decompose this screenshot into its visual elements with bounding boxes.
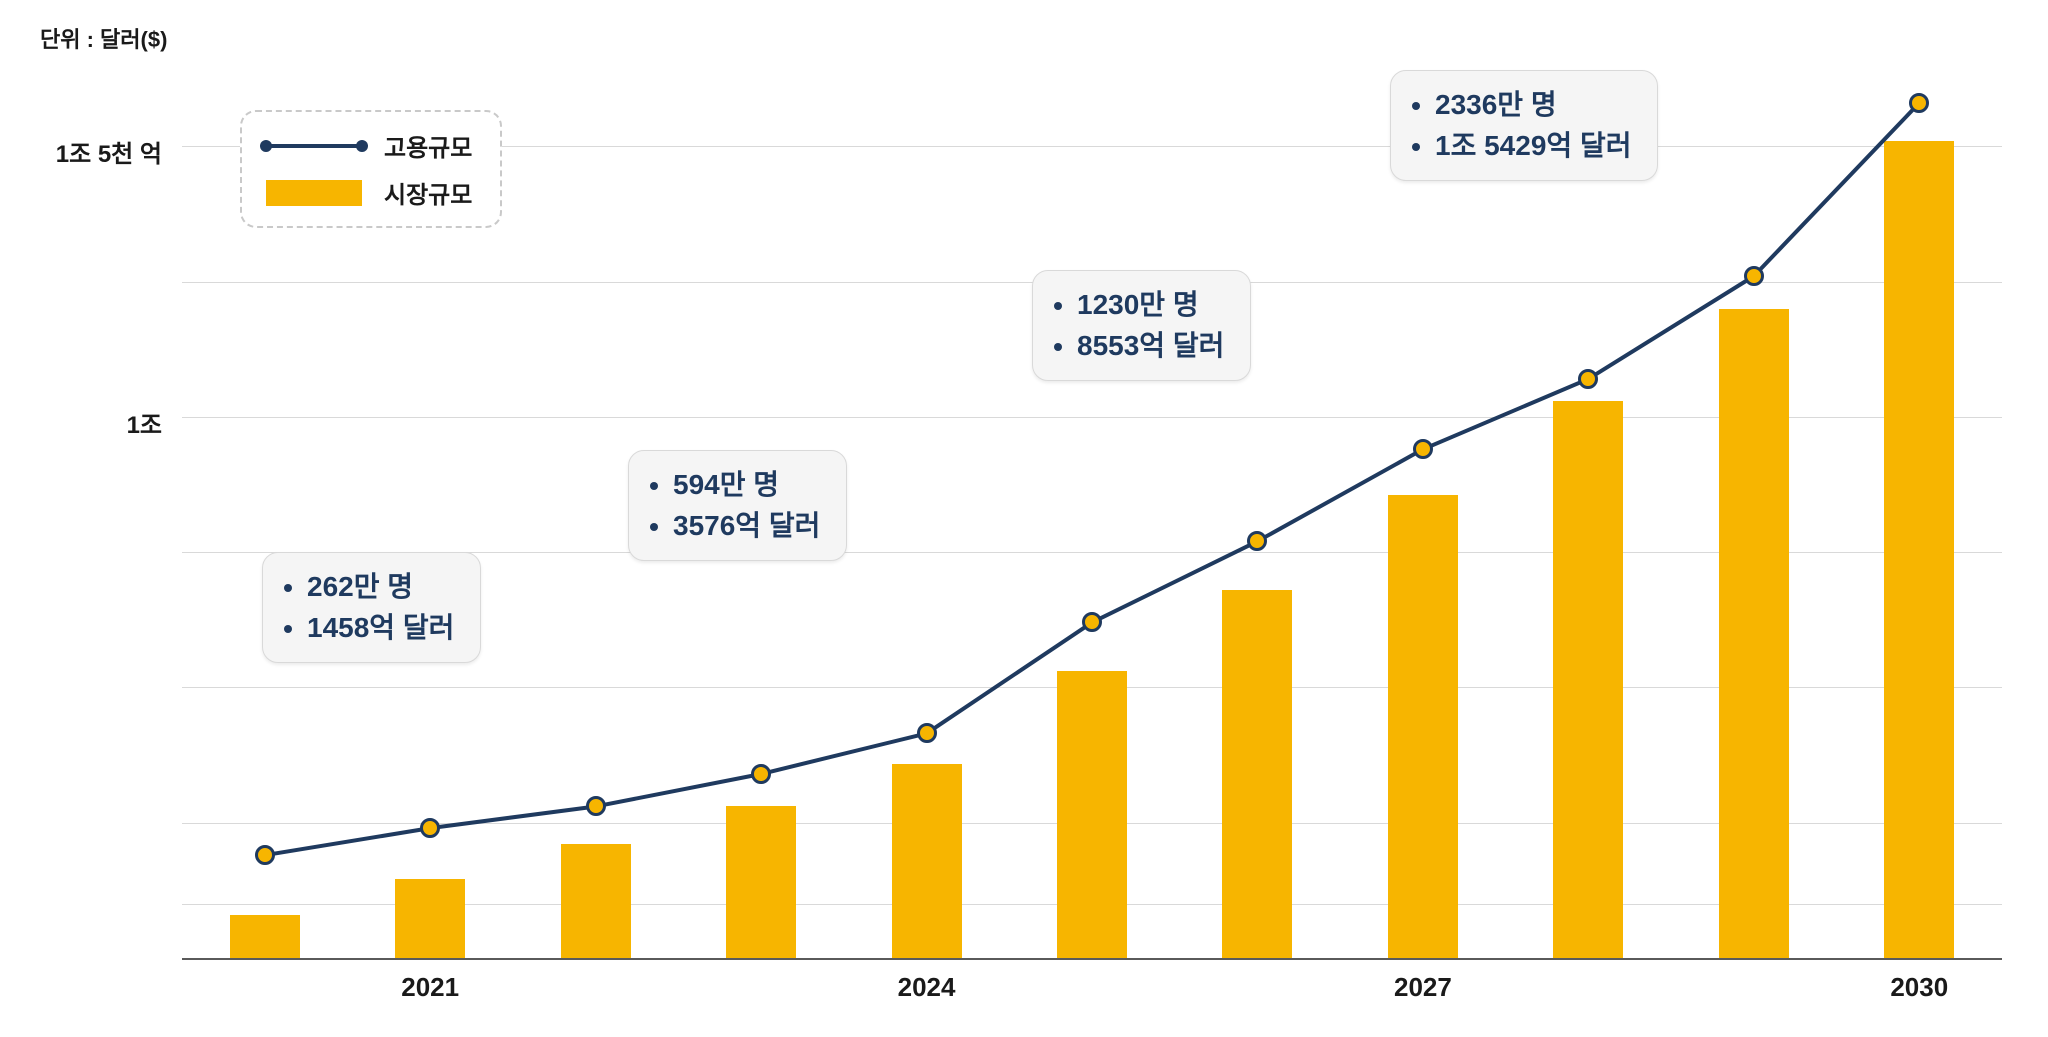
callout-line: 1조 5429억 달러 — [1435, 126, 1631, 167]
legend-line-dot — [356, 140, 368, 152]
callout-line: 2336만 명 — [1435, 85, 1631, 126]
line-marker — [1082, 612, 1102, 632]
x-tick-label: 2024 — [898, 972, 956, 1003]
x-tick-label: 2030 — [1890, 972, 1948, 1003]
y-tick-label: 1조 — [0, 405, 162, 440]
callout: 1230만 명8553억 달러 — [1032, 270, 1251, 381]
legend-item: 고용규모 — [266, 128, 472, 163]
line-marker — [917, 723, 937, 743]
legend-label: 시장규모 — [384, 175, 472, 210]
legend-item: 시장규모 — [266, 175, 472, 210]
x-axis-baseline — [182, 958, 2002, 960]
line-marker — [1247, 531, 1267, 551]
callout-line: 3576억 달러 — [673, 506, 820, 547]
legend-label: 고용규모 — [384, 128, 472, 163]
chart-container: 단위 : 달러($) 1조 1조 5천 억 2021 2024 2027 2030 고용규모… — [0, 0, 2048, 1037]
y-tick-label: 1조 5천 억 — [0, 134, 162, 169]
callout-line: 262만 명 — [307, 567, 454, 608]
legend-bar-swatch — [266, 180, 362, 206]
line-marker — [420, 818, 440, 838]
line-marker — [1744, 266, 1764, 286]
line-marker — [751, 764, 771, 784]
callout-list: 1230만 명8553억 달러 — [1053, 285, 1224, 366]
callout-list: 2336만 명1조 5429억 달러 — [1411, 85, 1631, 166]
x-tick-label: 2021 — [401, 972, 459, 1003]
x-tick-label: 2027 — [1394, 972, 1452, 1003]
callout-list: 594만 명3576억 달러 — [649, 465, 820, 546]
line-marker — [1909, 93, 1929, 113]
line-marker — [1578, 369, 1598, 389]
callout-line: 8553억 달러 — [1077, 326, 1224, 367]
callout: 594만 명3576억 달러 — [628, 450, 847, 561]
callout: 2336만 명1조 5429억 달러 — [1390, 70, 1658, 181]
legend-line-swatch — [266, 144, 362, 148]
callout-line: 1458억 달러 — [307, 608, 454, 649]
line-marker — [586, 796, 606, 816]
callout-line: 1230만 명 — [1077, 285, 1224, 326]
line-series — [265, 103, 1920, 855]
legend: 고용규모시장규모 — [240, 110, 502, 228]
unit-label: 단위 : 달러($) — [40, 22, 167, 54]
callout-line: 594만 명 — [673, 465, 820, 506]
callout-list: 262만 명1458억 달러 — [283, 567, 454, 648]
line-marker — [255, 845, 275, 865]
callout: 262만 명1458억 달러 — [262, 552, 481, 663]
legend-line-dot — [260, 140, 272, 152]
line-marker — [1413, 439, 1433, 459]
